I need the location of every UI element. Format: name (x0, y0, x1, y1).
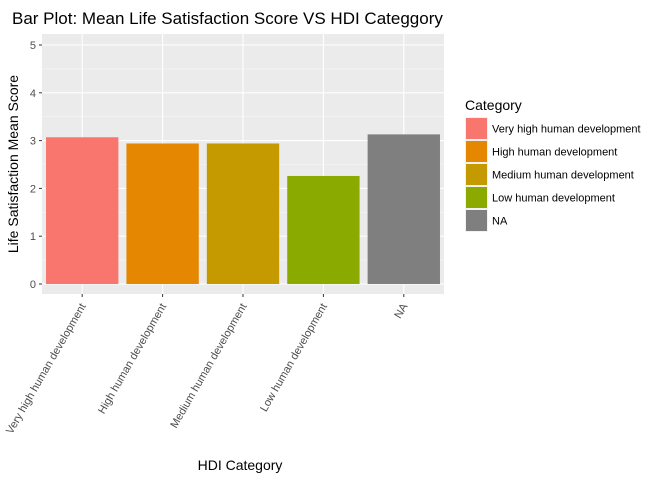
bars (46, 134, 440, 284)
legend-label: NA (492, 216, 508, 228)
legend-title: Category (465, 97, 522, 113)
legend-swatch (466, 210, 487, 231)
y-axis-ticks: 0 1 2 3 4 5 (30, 40, 42, 291)
x-axis-ticks: Very high human development High human de… (4, 294, 411, 436)
legend-label: Low human development (492, 193, 615, 205)
legend-swatch (466, 187, 487, 208)
x-tick-label: Medium human development (168, 302, 249, 431)
y-tick-label: 4 (30, 88, 36, 100)
bar (46, 137, 119, 284)
legend: Category Very high human development High… (465, 97, 641, 232)
y-tick-label: 2 (30, 183, 36, 195)
legend-swatch (466, 118, 487, 139)
y-tick-label: 5 (30, 40, 36, 52)
legend-label: Medium human development (492, 170, 634, 182)
legend-items: Very high human development High human de… (465, 117, 641, 232)
y-tick-label: 1 (30, 231, 36, 243)
legend-label: Very high human development (492, 124, 641, 136)
legend-swatch (466, 141, 487, 162)
legend-label: High human development (492, 147, 617, 159)
bar (287, 175, 360, 284)
x-tick-label: Low human development (258, 302, 330, 414)
bar (367, 134, 440, 284)
x-tick-label: NA (392, 301, 410, 321)
bar (126, 143, 199, 284)
x-tick-label: High human development (96, 302, 169, 417)
y-tick-label: 3 (30, 136, 36, 148)
bar (206, 143, 280, 284)
x-axis-title: HDI Category (198, 457, 283, 473)
legend-swatch (466, 164, 487, 185)
y-tick-label: 0 (30, 279, 36, 291)
chart-title: Bar Plot: Mean Life Satisfaction Score V… (12, 9, 443, 28)
x-tick-label: Very high human development (4, 302, 89, 437)
y-axis-title: Life Satisfaction Mean Score (5, 75, 21, 253)
